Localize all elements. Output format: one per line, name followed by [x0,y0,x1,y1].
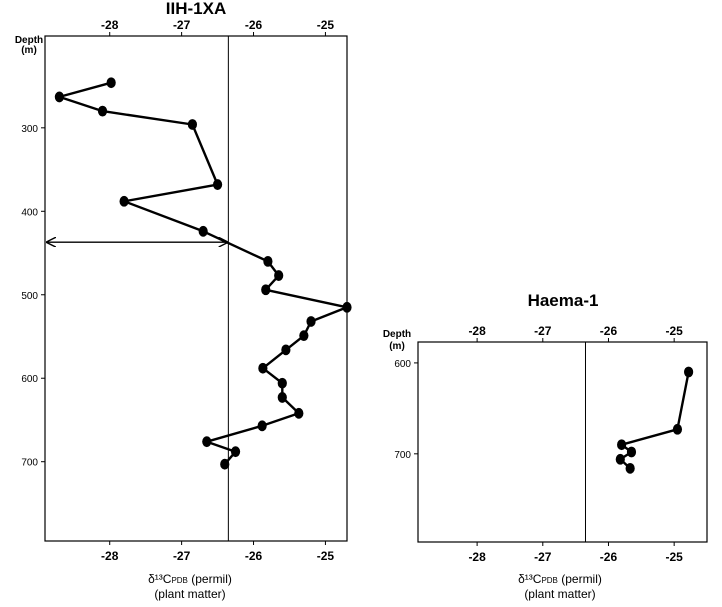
data-point [294,408,303,419]
data-point [278,378,287,389]
data-point [258,420,267,431]
data-point [202,436,211,447]
data-point [342,302,351,313]
x-tick-label-top: -27 [173,18,191,32]
y-tick-label: 400 [21,207,38,218]
x-tick-label-top: -26 [600,324,618,338]
y-tick-label: 300 [21,124,38,135]
data-point [626,463,635,474]
chart-title: IIH-1XA [166,0,226,18]
y-tick-label: 600 [21,374,38,385]
y-tick-label: 700 [394,450,411,461]
data-point [119,196,128,207]
x-tick-label-bottom: -26 [600,550,618,564]
x-tick-label-bottom: -25 [317,549,335,563]
data-point [199,226,208,237]
y-tick-label: 700 [21,458,38,469]
x-axis-sublabel: (plant matter) [524,587,595,601]
data-point [627,447,636,458]
data-point [278,392,287,403]
x-tick-label-bottom: -25 [665,550,683,564]
y-tick-label: 600 [394,359,411,370]
data-point [231,446,240,457]
data-point [55,92,64,103]
data-point [188,119,197,130]
x-tick-label-bottom: -27 [173,549,191,563]
x-tick-label-top: -28 [468,324,486,338]
data-point [98,106,107,117]
x-axis-sublabel: (plant matter) [154,587,225,601]
series-line [59,83,347,465]
x-tick-label-top: -28 [101,18,119,32]
x-tick-label-top: -25 [317,18,335,32]
chart-iih-1xa: IIH-1XA Depth (m) -28 -27 -26 -25 -28 -27 -26… [15,0,352,601]
y-axis-label: Depth [383,329,411,340]
chart-title: Haema-1 [528,291,599,310]
plot-frame [45,36,347,541]
y-tick-label: 500 [21,291,38,302]
data-point [673,424,682,435]
plot-frame [418,342,707,542]
y-axis-unit: (m) [21,45,37,56]
data-point [258,363,267,374]
data-point [281,344,290,355]
x-tick-label-top: -27 [534,324,552,338]
x-axis-label: δ¹³CPDB (permil) [518,572,602,586]
x-tick-label-top: -25 [665,324,683,338]
data-point [616,454,625,465]
data-point [299,330,308,341]
x-tick-label-top: -26 [245,18,263,32]
data-point [684,367,693,378]
data-point [617,439,626,450]
data-point [107,77,116,88]
data-point [220,459,229,470]
x-tick-label-bottom: -27 [534,550,552,564]
x-tick-label-bottom: -28 [101,549,119,563]
chart-haema-1: Haema-1 Depth (m) -28 -27 -26 -25 -28 -27 -26… [383,291,707,601]
data-point [274,270,283,281]
x-axis-label: δ¹³CPDB (permil) [148,572,232,586]
y-axis-unit: (m) [389,341,405,352]
data-point [261,284,270,295]
data-point [306,316,315,327]
data-point [263,256,272,267]
data-point [213,179,222,190]
x-tick-label-bottom: -28 [468,550,486,564]
x-tick-label-bottom: -26 [245,549,263,563]
